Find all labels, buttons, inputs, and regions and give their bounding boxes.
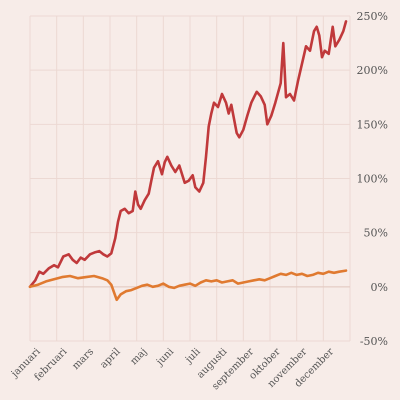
- y-tick-labels: 250% 200% 150% 100% 50% 0% -50%: [357, 10, 388, 348]
- y-tick-label: 250%: [357, 10, 388, 23]
- y-tick-label: 0%: [371, 281, 388, 294]
- x-tick-label: april: [98, 346, 122, 370]
- y-tick-label: 100%: [357, 173, 388, 186]
- x-tick-label: juni: [154, 346, 176, 368]
- y-tick-label: -50%: [360, 335, 388, 348]
- series-line-1: [28, 20, 348, 289]
- series-lines: [28, 20, 348, 302]
- x-tick-label: maj: [129, 346, 150, 367]
- series-line-2: [28, 269, 348, 302]
- x-tick-label: mars: [70, 346, 96, 372]
- y-tick-label: 150%: [357, 118, 388, 131]
- y-tick-label: 200%: [357, 64, 388, 77]
- y-tick-label: 50%: [364, 227, 388, 240]
- x-tick-label: juli: [183, 346, 203, 366]
